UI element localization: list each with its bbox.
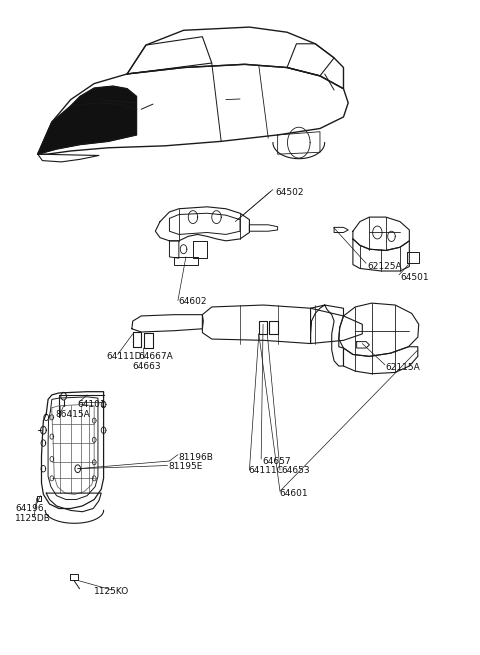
Text: 64111D: 64111D [106, 352, 142, 361]
Text: 86415A: 86415A [56, 410, 90, 419]
Text: 1125KO: 1125KO [94, 588, 130, 597]
Text: 1125DB: 1125DB [15, 514, 51, 523]
Text: 64502: 64502 [275, 188, 304, 197]
Text: 64657: 64657 [263, 457, 291, 466]
Text: 64196: 64196 [15, 504, 44, 513]
Text: 62125A: 62125A [367, 262, 402, 271]
Text: 62115A: 62115A [386, 363, 420, 372]
Text: 64101: 64101 [78, 400, 107, 409]
Text: 64501: 64501 [400, 273, 429, 282]
Text: 64667A: 64667A [139, 352, 174, 361]
Text: 64111C: 64111C [248, 466, 283, 475]
Text: 64653: 64653 [281, 466, 310, 475]
Text: 64601: 64601 [279, 489, 308, 498]
Polygon shape [38, 100, 136, 154]
Text: 81195E: 81195E [168, 462, 203, 472]
Text: 64663: 64663 [133, 362, 161, 371]
Text: 81196B: 81196B [179, 453, 214, 462]
Text: 64602: 64602 [179, 297, 207, 307]
Polygon shape [71, 86, 136, 109]
